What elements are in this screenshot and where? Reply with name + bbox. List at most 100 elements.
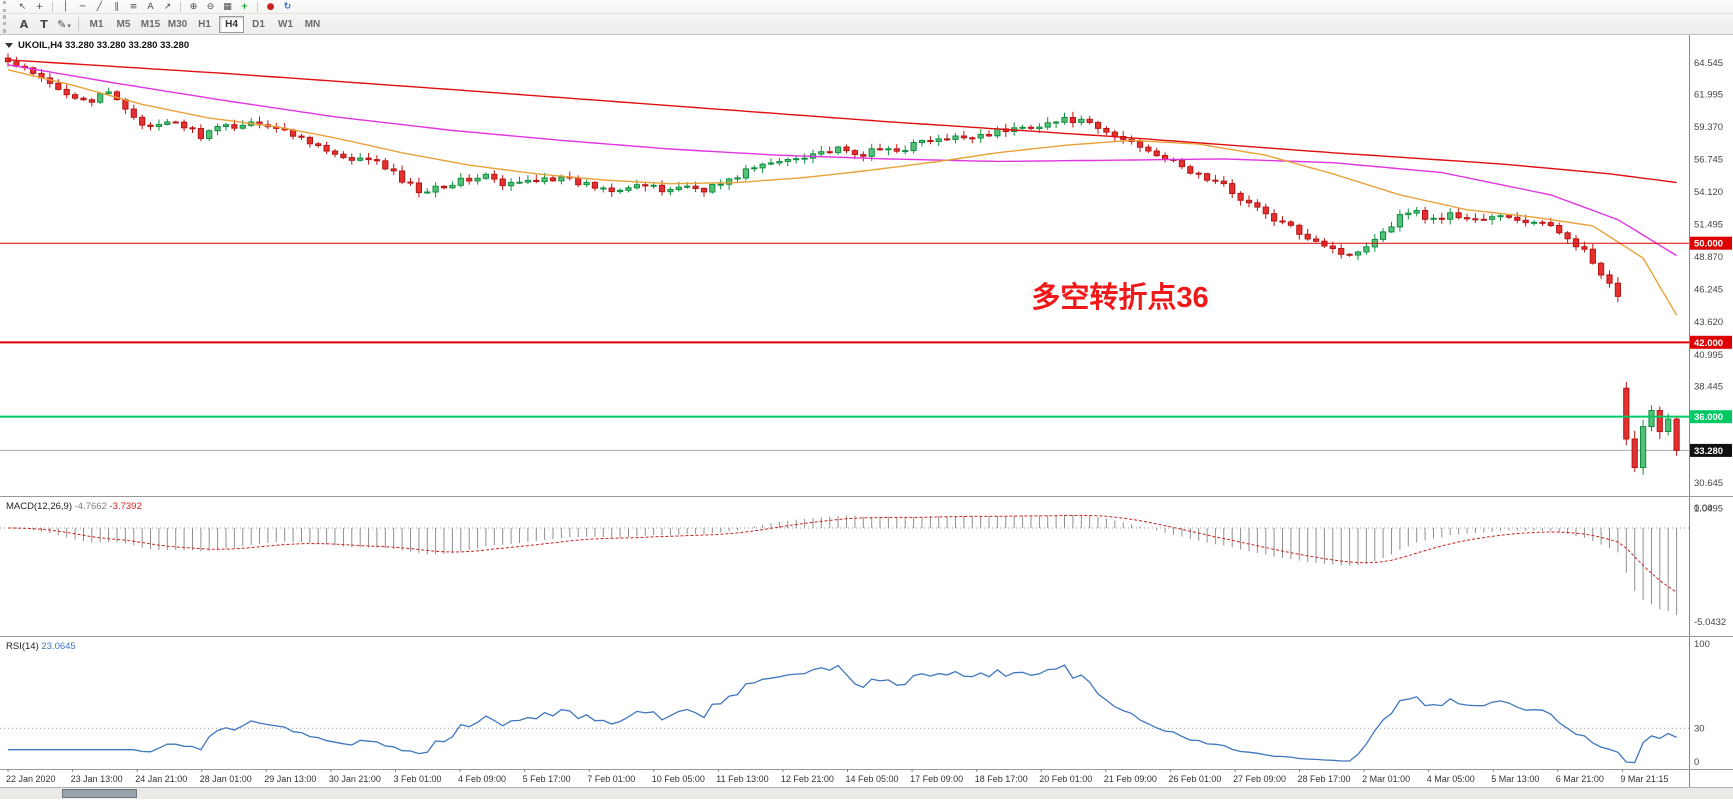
zoom-out-icon[interactable]: ⊖: [206, 1, 215, 12]
trendline-icon[interactable]: ╱: [96, 1, 103, 12]
time-tick-label: 24 Jan 21:00: [135, 774, 187, 784]
timeframe-h4[interactable]: H4: [219, 15, 244, 33]
timeframe-mn[interactable]: MN: [304, 18, 321, 30]
chart-svg[interactable]: 64.545 61.995 59.370 56.745 54.120 51.495 48.8…: [0, 35, 1733, 787]
time-tick-label: 12 Feb 21:00: [781, 774, 834, 784]
annotation-text[interactable]: 多空转折点36: [1031, 280, 1208, 314]
toolbar-grip-2[interactable]: [3, 15, 10, 33]
font-tool-button[interactable]: A: [19, 17, 29, 31]
time-tick-label: 28 Jan 01:00: [200, 774, 252, 784]
price-tick-label: 38.445: [1694, 381, 1723, 392]
channel-icon[interactable]: ∥: [114, 1, 119, 12]
price-badge: [1690, 236, 1732, 250]
time-tick-label: 5 Mar 13:00: [1491, 774, 1539, 784]
price-tick-label: 61.995: [1694, 90, 1723, 101]
price-badge-label: 36.000: [1694, 412, 1723, 423]
timeframe-m1[interactable]: M1: [89, 18, 104, 30]
timeframe-m15[interactable]: M15: [140, 18, 161, 30]
time-axis: 22 Jan 2020 23 Jan 13:00 24 Jan 21:00 28 Ja…: [6, 769, 1668, 784]
timeframe-m5[interactable]: M5: [116, 18, 131, 30]
time-tick-label: 11 Feb 13:00: [716, 774, 768, 784]
toolbar-separator: [52, 1, 53, 12]
stop-icon[interactable]: ●: [266, 1, 275, 12]
horizontal-line-icon[interactable]: ─: [79, 1, 86, 12]
macd-signal-line: [7, 514, 1677, 593]
price-tick-label: 48.870: [1694, 252, 1723, 263]
arrow-tool-icon[interactable]: ↗: [163, 1, 172, 12]
status-bar: [0, 787, 1733, 799]
price-badge: [1690, 335, 1732, 349]
price-tick-label: 30.645: [1694, 478, 1723, 489]
time-tick-label: 4 Mar 05:00: [1427, 774, 1475, 784]
toolbar-grip[interactable]: [3, 1, 10, 12]
rsi-line: [8, 664, 1677, 764]
statusbar-item[interactable]: [62, 789, 137, 798]
timeframe-m30[interactable]: M30: [167, 18, 188, 30]
timeframe-h1[interactable]: H1: [198, 18, 211, 30]
toolbar-row-1: ↖ + │ ─ ╱ ∥ ≡ A ↗ ⊕ ⊖ ▦ + ● ↻: [0, 0, 1733, 13]
price-tick-label: 59.370: [1694, 122, 1723, 133]
chart-background: [0, 35, 1733, 787]
timeframe-buttons: M1 M5 M15 M30 H1 H4 D1 W1 MN: [83, 15, 326, 33]
time-tick-label: 7 Feb 01:00: [587, 774, 635, 784]
rsi-label: RSI(14) 23.0645: [6, 641, 76, 652]
macd-histogram: [15, 514, 1678, 615]
macd-axis-top: 1.0495: [1694, 504, 1723, 515]
ma-fast-orange: [7, 69, 1678, 316]
time-tick-label: 6 Mar 21:00: [1556, 774, 1604, 784]
vertical-line-icon[interactable]: │: [62, 1, 69, 12]
time-tick-label: 18 Feb 17:00: [975, 774, 1028, 784]
rsi-axis-bottom: 0: [1694, 757, 1699, 768]
toolbar-separator: [180, 1, 181, 12]
new-chart-icon[interactable]: +: [240, 1, 249, 12]
time-tick-label: 3 Feb 01:00: [394, 774, 442, 784]
draw-tool-button[interactable]: ✎▾: [57, 17, 71, 31]
toolbar: ↖ + │ ─ ╱ ∥ ≡ A ↗ ⊕ ⊖ ▦ + ● ↻ A T ✎▾ M1 M5 M15 M30 H1 H4 D1 W1 M…: [0, 0, 1733, 35]
zoom-in-icon[interactable]: ⊕: [189, 1, 198, 12]
ma-slow-red: [7, 59, 1677, 184]
price-tick-label: 51.495: [1694, 220, 1723, 231]
price-tick-label: 43.620: [1694, 317, 1723, 328]
price-tick-label: 64.545: [1694, 58, 1723, 69]
tile-windows-icon[interactable]: ▦: [223, 1, 232, 12]
timeframe-w1[interactable]: W1: [278, 18, 293, 30]
time-tick-label: 23 Jan 13:00: [71, 774, 123, 784]
price-badge-label: 42.000: [1694, 338, 1723, 349]
macd-label: MACD(12,26,9) -4.7662 -3.7392: [6, 501, 142, 512]
time-tick-label: 27 Feb 09:00: [1233, 774, 1286, 784]
toolbar-icons: ↖ + │ ─ ╱ ∥ ≡ A ↗ ⊕ ⊖ ▦ + ● ↻: [14, 1, 296, 13]
fibonacci-icon[interactable]: ≡: [129, 1, 138, 12]
time-tick-label: 20 Feb 01:00: [1039, 774, 1092, 784]
toolbar-separator: [257, 1, 258, 12]
time-tick-label: 2 Mar 01:00: [1362, 774, 1410, 784]
dropdown-arrow-icon: ▾: [67, 21, 71, 30]
price-badge: [1690, 410, 1732, 424]
time-tick-label: 26 Feb 01:00: [1168, 774, 1221, 784]
crosshair-icon[interactable]: +: [35, 1, 44, 12]
cursor-icon[interactable]: ↖: [18, 1, 27, 12]
text-label-icon[interactable]: A: [147, 1, 154, 12]
price-tick-label: 54.120: [1694, 187, 1723, 198]
time-tick-label: 30 Jan 21:00: [329, 774, 381, 784]
time-tick-label: 14 Feb 05:00: [846, 774, 899, 784]
macd-axis-zero: 0.00: [1694, 503, 1713, 514]
time-tick-label: 28 Feb 17:00: [1298, 774, 1351, 784]
time-tick-label: 22 Jan 2020: [6, 774, 56, 784]
price-tick-label: 40.995: [1694, 350, 1723, 361]
symbol-dropdown-icon[interactable]: [5, 43, 13, 48]
toolbar-tools: A T ✎▾: [14, 16, 74, 33]
rsi-axis-level: 30: [1694, 723, 1705, 734]
price-badge: [1690, 443, 1732, 457]
time-tick-label: 17 Feb 09:00: [910, 774, 963, 784]
text-tool-button[interactable]: T: [40, 17, 48, 31]
time-tick-label: 21 Feb 09:00: [1104, 774, 1157, 784]
price-tick-label: 46.245: [1694, 285, 1723, 296]
time-tick-label: 9 Mar 21:15: [1620, 774, 1668, 784]
timeframe-d1[interactable]: D1: [252, 18, 265, 30]
symbol-title: UKOIL,H4 33.280 33.280 33.280 33.280: [18, 40, 189, 51]
toolbar-row-2: A T ✎▾ M1 M5 M15 M30 H1 H4 D1 W1 MN: [0, 13, 1733, 34]
candles-layer: [4, 53, 1680, 475]
time-tick-label: 5 Feb 17:00: [523, 774, 571, 784]
refresh-icon[interactable]: ↻: [283, 1, 292, 12]
